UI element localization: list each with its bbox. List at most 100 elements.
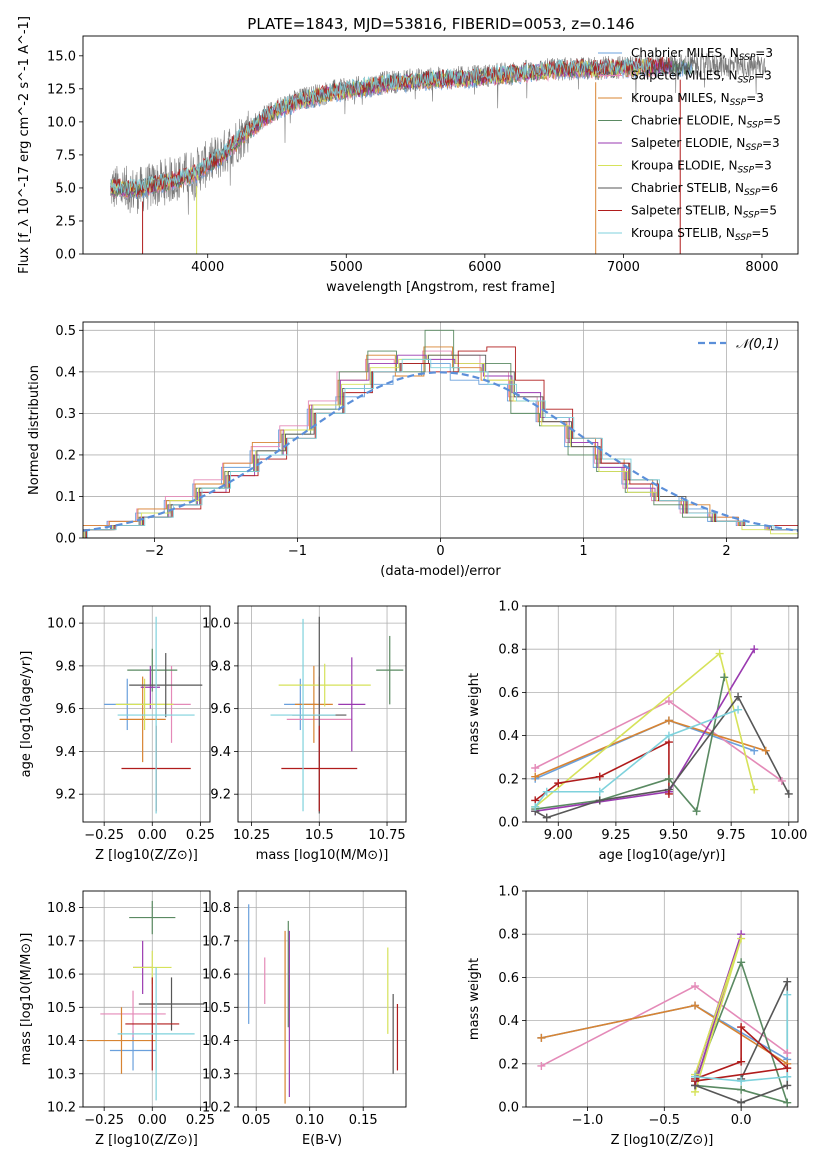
legend-spectrum: Chabrier MILES, NSSP=3 Salpeter MILES, NS… [598,46,781,243]
weight-marker [664,697,673,706]
x-axis-label: E(B-V) [302,1133,342,1148]
weight-marker [595,796,604,805]
x-tick-label: −1 [288,544,307,559]
x-tick-label: −0.5 [649,1113,681,1128]
x-tick-label: 10.00 [770,828,807,843]
y-tick-label: 0.4 [498,729,519,744]
y-tick-label: 7.5 [55,148,76,163]
weight-line [534,719,755,780]
x-tick-label: 9.50 [659,828,688,843]
weight-marker [664,774,673,783]
y-tick-label: 10.2 [202,1101,231,1116]
axes-weight_vs_age: 9.00 9.25 9.50 9.75 10.00 0.0 0.2 0.4 0.6 0.8 1.0 a… [467,600,807,864]
plot-area [86,900,205,1101]
residual-histogram [84,354,798,538]
weight-marker [734,705,743,714]
y-tick-label: 0.2 [55,448,76,463]
weight-marker [691,1072,700,1081]
axes-age_vs_Z: −0.25 0.00 0.25 9.2 9.4 9.6 9.8 10.0 Z [log10(Z/… [19,605,215,863]
y-tick-label: 10.7 [202,934,231,949]
y-axis-label: mass weight [467,958,482,1040]
x-tick-label: 0.15 [349,1113,378,1128]
axes-frame [82,605,211,823]
legend-label: Chabrier ELODIE, NSSP=5 [631,114,781,131]
weight-marker [737,958,746,967]
x-tick-label: 2 [722,544,730,559]
weight-marker [691,1001,700,1010]
residual-histogram [83,354,798,538]
x-axis-label: Z [log10(Z/Z⊙)] [611,1133,714,1148]
axes-frame [237,605,407,823]
plot-area [270,616,404,814]
y-tick-label: 10.5 [47,1001,76,1016]
y-tick-label: 10.7 [47,934,76,949]
legend-label: Salpeter STELIB, NSSP=5 [631,204,777,221]
weight-marker [783,1049,792,1057]
legend-label: 𝒩(0,1) [736,337,779,352]
legend-label: Chabrier MILES, NSSP=3 [631,46,773,63]
y-tick-label: 10.4 [47,1034,76,1049]
weight-marker [692,807,701,816]
weight-marker [783,1098,792,1107]
y-tick-label: 0.5 [55,324,76,339]
weight-marker [777,776,786,785]
x-tick-label: 0.25 [186,828,215,843]
y-tick-label: 0.0 [55,532,76,547]
y-tick-label: 10.3 [202,1067,231,1082]
weight-marker [542,787,551,796]
y-tick-label: 2.5 [55,214,76,229]
x-tick-label: 0.0 [731,1113,752,1128]
y-tick-label: 0.4 [498,1014,519,1029]
y-tick-label: 1.0 [498,600,519,615]
weight-marker [531,764,540,772]
y-tick-label: 9.4 [55,745,76,760]
y-tick-label: 1.0 [498,885,519,900]
y-tick-label: 0.0 [498,816,519,831]
plot-area [248,904,399,1104]
weight-marker [783,1081,792,1090]
y-tick-label: 10.8 [47,901,76,916]
x-axis-label: (data-model)/error [380,564,501,579]
legend-label: Kroupa STELIB, NSSP=5 [631,226,769,243]
weight-marker [715,649,724,658]
plot-area [534,648,790,819]
weight-marker [664,716,673,725]
y-axis-label: age [log10(age/yr)] [19,651,34,778]
axes-frame [82,35,799,255]
weight-marker [531,772,540,781]
weight-marker [761,746,770,755]
weight-marker [691,982,700,991]
axes-frame [82,890,211,1108]
x-tick-label: 5000 [330,260,363,275]
weight-marker [595,787,604,796]
y-tick-label: 9.8 [55,659,76,674]
legend-label: Salpeter MILES, NSSP=3 [631,69,772,86]
axes-mass_vs_Z: −0.25 0.00 0.25 10.2 10.3 10.4 10.5 10.6 10.7 10.… [19,890,215,1148]
legend-label: Kroupa MILES, NSSP=3 [631,91,764,108]
y-tick-label: 9.6 [55,702,76,717]
y-tick-label: 9.2 [210,788,231,803]
weight-marker [750,746,759,755]
x-axis-label: age [log10(age/yr)] [599,848,726,863]
x-axis-label: mass [log10(M/M⊙)] [256,848,389,863]
y-tick-label: 0.0 [498,1101,519,1116]
plot-area [104,616,203,814]
y-tick-label: 0.8 [498,928,519,943]
x-tick-label: 6000 [468,260,501,275]
axes-frame [237,890,407,1108]
residual-histogram [87,358,798,538]
axes-frame [525,890,799,1108]
residual-histogram [85,346,798,538]
y-tick-label: 10.0 [202,617,231,632]
weight-marker [664,789,673,798]
x-tick-label: 1 [579,544,587,559]
plot-area [110,52,767,254]
weight-marker [537,1033,546,1042]
y-tick-label: 0.6 [498,686,519,701]
figure-title: PLATE=1843, MJD=53816, FIBERID=0053, z=0… [247,15,634,33]
legend-label: Kroupa ELODIE, NSSP=3 [631,159,772,176]
weight-marker [664,731,673,740]
weight-marker [737,1057,746,1066]
y-tick-label: 0.2 [498,1057,519,1072]
